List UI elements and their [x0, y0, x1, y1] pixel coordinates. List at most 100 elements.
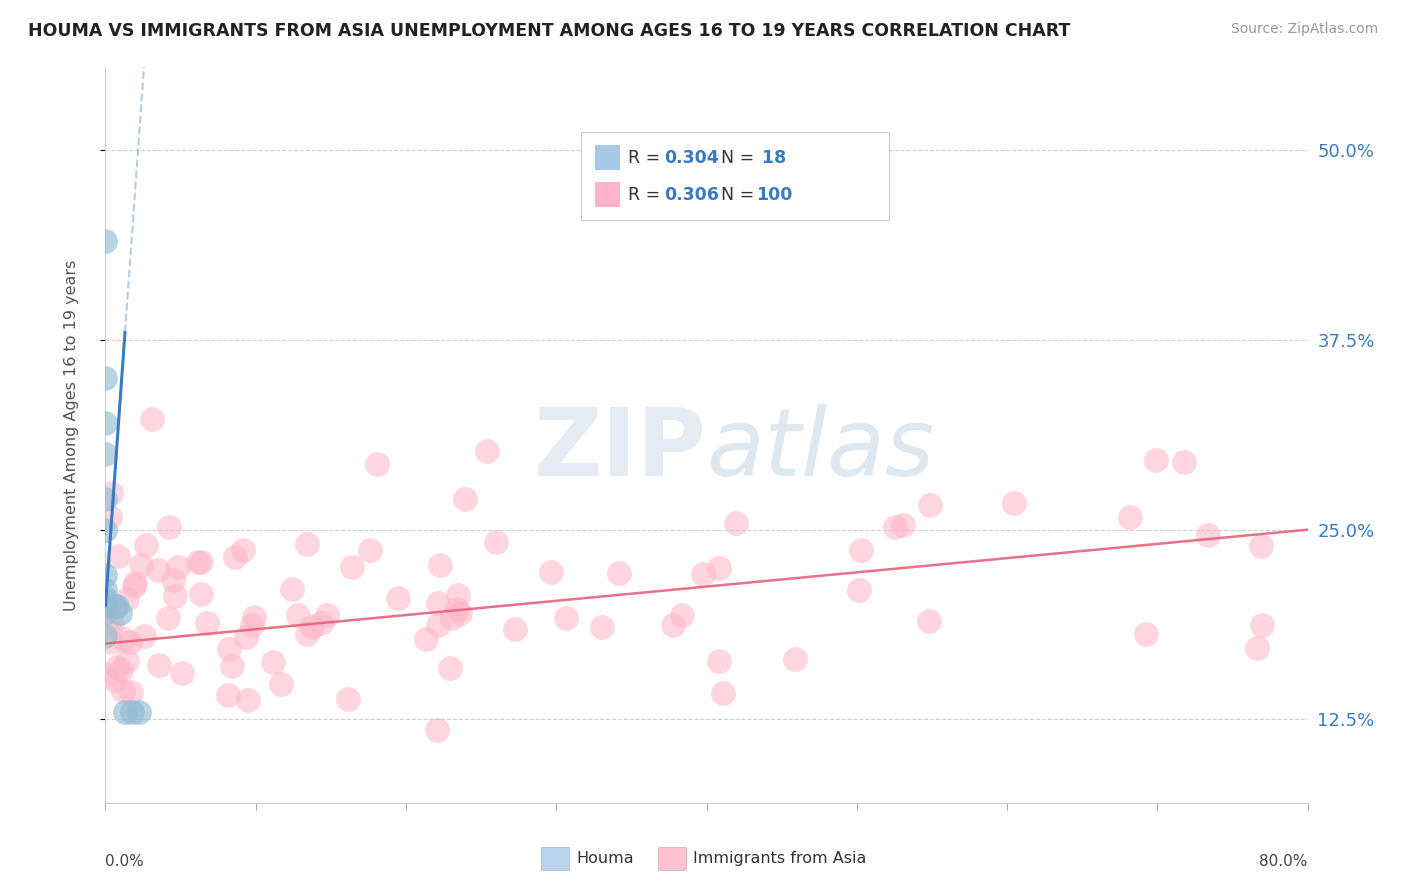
Immigrants from Asia: [783, 652, 806, 666]
Immigrants from Asia: [485, 535, 508, 549]
Houma: [94, 417, 117, 431]
Immigrants from Asia: [426, 617, 449, 632]
Houma: [121, 705, 143, 719]
Immigrants from Asia: [101, 616, 124, 631]
Immigrants from Asia: [591, 620, 613, 634]
Immigrants from Asia: [429, 558, 451, 573]
Immigrants from Asia: [503, 622, 526, 636]
Immigrants from Asia: [607, 566, 630, 580]
Immigrants from Asia: [98, 509, 121, 524]
Text: R =: R =: [628, 149, 666, 167]
Immigrants from Asia: [849, 543, 872, 558]
Text: 100: 100: [756, 186, 793, 203]
Immigrants from Asia: [104, 599, 127, 614]
Houma: [94, 606, 117, 620]
Immigrants from Asia: [240, 618, 263, 632]
Houma: [94, 235, 117, 249]
Immigrants from Asia: [301, 620, 323, 634]
Text: Source: ZipAtlas.com: Source: ZipAtlas.com: [1230, 22, 1378, 37]
Immigrants from Asia: [297, 627, 319, 641]
Immigrants from Asia: [235, 630, 257, 644]
Immigrants from Asia: [295, 537, 318, 551]
Immigrants from Asia: [359, 542, 381, 557]
Immigrants from Asia: [1002, 496, 1025, 510]
Immigrants from Asia: [148, 657, 170, 672]
Immigrants from Asia: [121, 685, 143, 699]
Text: HOUMA VS IMMIGRANTS FROM ASIA UNEMPLOYMENT AMONG AGES 16 TO 19 YEARS CORRELATION: HOUMA VS IMMIGRANTS FROM ASIA UNEMPLOYME…: [28, 22, 1070, 40]
Immigrants from Asia: [221, 659, 243, 673]
Immigrants from Asia: [224, 549, 246, 564]
Immigrants from Asia: [692, 566, 714, 581]
Immigrants from Asia: [100, 635, 122, 649]
Text: atlas: atlas: [707, 404, 935, 495]
Immigrants from Asia: [163, 589, 186, 603]
Immigrants from Asia: [238, 693, 260, 707]
Immigrants from Asia: [134, 629, 156, 643]
Immigrants from Asia: [107, 549, 129, 563]
Immigrants from Asia: [671, 608, 693, 623]
Immigrants from Asia: [337, 692, 360, 706]
Immigrants from Asia: [98, 612, 121, 626]
Immigrants from Asia: [707, 654, 730, 668]
Immigrants from Asia: [110, 663, 132, 677]
Text: ZIP: ZIP: [534, 403, 707, 496]
Immigrants from Asia: [190, 555, 212, 569]
Houma: [128, 705, 150, 719]
Immigrants from Asia: [146, 563, 169, 577]
Immigrants from Asia: [1250, 540, 1272, 554]
Text: 0.0%: 0.0%: [105, 855, 145, 870]
Immigrants from Asia: [316, 608, 339, 623]
Text: R =: R =: [628, 186, 666, 203]
Immigrants from Asia: [707, 561, 730, 575]
Immigrants from Asia: [441, 610, 464, 624]
Immigrants from Asia: [446, 602, 468, 616]
Immigrants from Asia: [117, 654, 139, 668]
Immigrants from Asia: [309, 615, 332, 630]
Immigrants from Asia: [713, 686, 735, 700]
Houma: [94, 371, 117, 385]
Immigrants from Asia: [129, 558, 152, 572]
Immigrants from Asia: [415, 632, 437, 646]
Immigrants from Asia: [662, 618, 685, 632]
Houma: [110, 606, 132, 620]
Immigrants from Asia: [122, 579, 145, 593]
Immigrants from Asia: [447, 588, 470, 602]
Immigrants from Asia: [243, 609, 266, 624]
Text: Houma: Houma: [576, 851, 634, 865]
Immigrants from Asia: [120, 635, 142, 649]
Immigrants from Asia: [281, 582, 304, 596]
Immigrants from Asia: [449, 606, 471, 620]
Immigrants from Asia: [115, 591, 138, 606]
Immigrants from Asia: [96, 594, 118, 608]
Immigrants from Asia: [891, 518, 914, 533]
Immigrants from Asia: [340, 560, 363, 574]
Immigrants from Asia: [918, 614, 941, 628]
Immigrants from Asia: [157, 610, 180, 624]
Text: 18: 18: [756, 149, 787, 167]
Immigrants from Asia: [218, 642, 240, 657]
Houma: [94, 629, 117, 643]
Immigrants from Asia: [883, 520, 905, 534]
Immigrants from Asia: [100, 486, 122, 500]
Immigrants from Asia: [1144, 453, 1167, 467]
Houma: [94, 591, 117, 605]
Text: 0.306: 0.306: [664, 186, 718, 203]
Houma: [94, 583, 117, 598]
Immigrants from Asia: [477, 444, 499, 458]
Immigrants from Asia: [135, 538, 157, 552]
Immigrants from Asia: [190, 587, 212, 601]
Immigrants from Asia: [167, 560, 190, 574]
Immigrants from Asia: [366, 457, 388, 471]
Immigrants from Asia: [1197, 528, 1219, 542]
Text: Immigrants from Asia: Immigrants from Asia: [693, 851, 866, 865]
Immigrants from Asia: [195, 616, 218, 631]
Immigrants from Asia: [262, 655, 284, 669]
Houma: [107, 599, 129, 613]
Immigrants from Asia: [217, 688, 239, 702]
Houma: [103, 599, 125, 613]
Text: N =: N =: [721, 149, 761, 167]
Immigrants from Asia: [439, 661, 461, 675]
Immigrants from Asia: [270, 677, 292, 691]
Immigrants from Asia: [141, 411, 163, 425]
Houma: [94, 599, 117, 613]
